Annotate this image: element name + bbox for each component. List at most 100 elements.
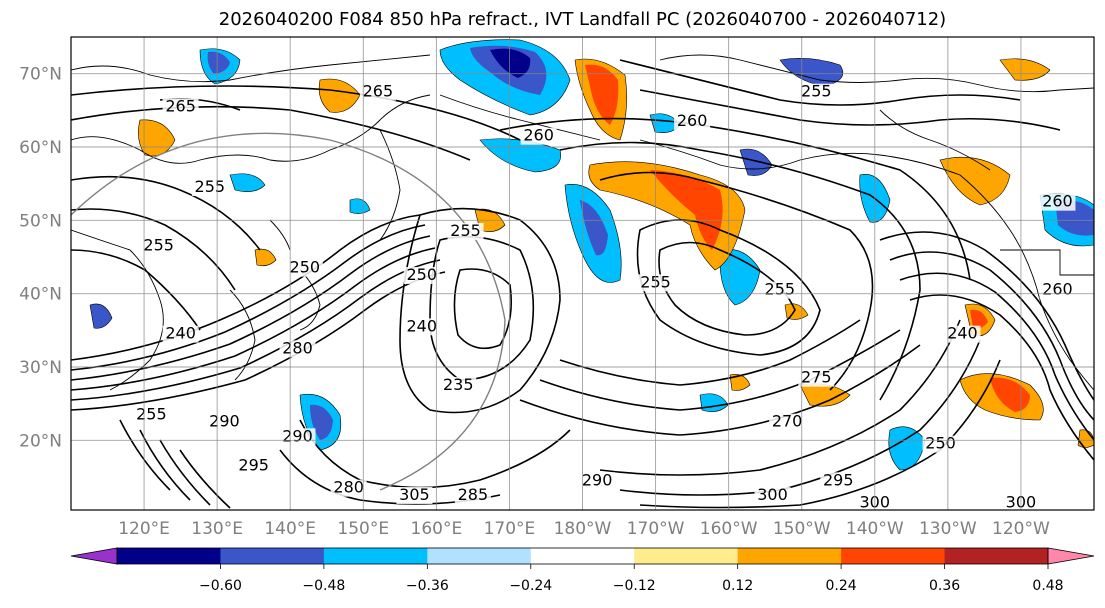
contour-label-bg xyxy=(769,413,806,431)
longitude-label: 160°W xyxy=(700,519,758,539)
colorbar-tick-label: −0.12 xyxy=(613,578,656,594)
contour-label: 250 xyxy=(925,434,956,453)
contour-label: 280 xyxy=(333,478,364,497)
colorbar-tick-label: 0.24 xyxy=(826,578,857,594)
longitude-labels: 120°E 130°E 140°E 150°E 160°E 170°E 180°W 170°W… xyxy=(118,519,1050,539)
colorbar-segment xyxy=(530,548,635,564)
contour-label-bg xyxy=(206,413,243,431)
contour-label-bg xyxy=(330,479,367,497)
great-circle-arc xyxy=(71,132,506,491)
contour-label: 275 xyxy=(801,368,832,387)
latitude-labels: 70°N 60°N 50°N 40°N 30°N 20°N xyxy=(19,65,62,452)
contour-label-bg xyxy=(279,428,316,446)
contour-label-bg xyxy=(520,127,557,145)
map-content: 265 265 255 255 250 240 260 255 250 260 255 255 240 2… xyxy=(71,37,1094,510)
latitude-label: 60°N xyxy=(19,138,62,158)
colorbar-tick-label: −0.60 xyxy=(199,578,242,594)
contour-label-bg xyxy=(674,113,711,130)
contour-label: 250 xyxy=(406,265,437,284)
contour-label-bg xyxy=(286,259,323,277)
longitude-label: 150°W xyxy=(773,519,831,539)
contour-label-bg xyxy=(403,267,440,284)
contour-label-bg xyxy=(1039,193,1076,211)
contour-label: 260 xyxy=(677,111,708,130)
coastlines xyxy=(71,54,1094,391)
map-frame xyxy=(70,36,1095,511)
colorbar-tick-label: −0.36 xyxy=(406,578,449,594)
contour-label: 290 xyxy=(209,412,240,431)
contour-label: 250 xyxy=(290,258,321,277)
colorbar-segment xyxy=(427,548,532,564)
contour-label: 255 xyxy=(801,82,832,101)
colorbar-segment xyxy=(323,548,428,564)
contour-label: 260 xyxy=(523,126,554,145)
contour-label: 295 xyxy=(823,470,854,489)
contour-label-bg xyxy=(162,325,199,343)
contour-label-bg xyxy=(454,487,491,504)
contour-label: 305 xyxy=(399,485,430,504)
colorbar-segment xyxy=(944,548,1049,564)
shaded-field xyxy=(89,39,1094,471)
longitude-label: 180°W xyxy=(554,519,612,539)
contour-label-bg xyxy=(279,340,316,358)
colorbar-tick-label: 0.36 xyxy=(929,578,960,594)
latitude-label: 50°N xyxy=(19,211,62,231)
colorbar-segment xyxy=(117,548,221,564)
latitude-label: 20°N xyxy=(19,431,62,451)
map-title: 2026040200 F084 850 hPa refract., IVT La… xyxy=(218,9,947,30)
colorbar-tick-label: −0.48 xyxy=(302,578,345,594)
colorbar-tick-label: 0.48 xyxy=(1032,578,1063,594)
contour-label-bg xyxy=(798,83,835,101)
longitude-label: 130°W xyxy=(919,519,977,539)
contour-label: 280 xyxy=(282,338,313,357)
latitude-label: 70°N xyxy=(19,65,62,85)
contour-label: 260 xyxy=(1042,280,1073,299)
longitude-label: 130°E xyxy=(191,519,243,539)
colorbar-segment xyxy=(220,548,325,564)
contour-label-bg xyxy=(1039,281,1076,299)
longitude-label: 140°W xyxy=(846,519,904,539)
longitude-label: 170°E xyxy=(484,519,536,539)
colorbar-tick-labels: −0.60 −0.48 −0.36 −0.24 −0.12 0.12 0.24 0.36 0.4… xyxy=(199,564,1064,594)
colorbar-tick-label: −0.24 xyxy=(509,578,552,594)
contour-label-bg xyxy=(798,369,835,387)
contour-label: 265 xyxy=(165,96,196,115)
contour-label: 255 xyxy=(195,177,226,196)
graticule xyxy=(71,37,1094,510)
contour-label-bg xyxy=(162,98,199,116)
contour-label: 240 xyxy=(165,324,196,343)
contour-label: 295 xyxy=(238,456,269,475)
colorbar-extend-high xyxy=(1047,547,1095,565)
contour-label: 285 xyxy=(458,485,489,504)
longitude-label: 120°E xyxy=(118,519,170,539)
colorbar-segment xyxy=(634,548,739,564)
contour-label-bg xyxy=(820,472,857,490)
colorbar-outline xyxy=(116,547,1049,565)
longitude-label: 160°E xyxy=(411,519,463,539)
contour-label-bg xyxy=(140,237,177,255)
latitude-label: 40°N xyxy=(19,285,62,305)
colorbar-segment xyxy=(737,548,842,564)
contour-label: 240 xyxy=(406,316,437,335)
contour-label: 260 xyxy=(1042,192,1073,211)
contour-label: 270 xyxy=(772,412,803,431)
longitude-label: 150°E xyxy=(337,519,389,539)
contour-label-bg xyxy=(403,318,440,336)
longitude-label: 120°W xyxy=(992,519,1050,539)
contour-label: 255 xyxy=(136,404,167,423)
contour-label-bg xyxy=(359,83,396,101)
contour-label-bg xyxy=(761,281,798,299)
colorbar-tick-label: 0.12 xyxy=(722,578,753,594)
contour-label-bg xyxy=(235,457,272,475)
contour-label-bg xyxy=(191,179,228,196)
contour-label: 255 xyxy=(450,221,481,240)
colorbar xyxy=(70,547,1095,565)
longitude-label: 140°E xyxy=(264,519,316,539)
contour-label: 265 xyxy=(363,82,394,101)
contour-label: 255 xyxy=(765,280,796,299)
contour-label: 255 xyxy=(143,236,174,255)
contour-label-bg xyxy=(944,325,981,343)
colorbar-extend-low xyxy=(70,547,118,565)
